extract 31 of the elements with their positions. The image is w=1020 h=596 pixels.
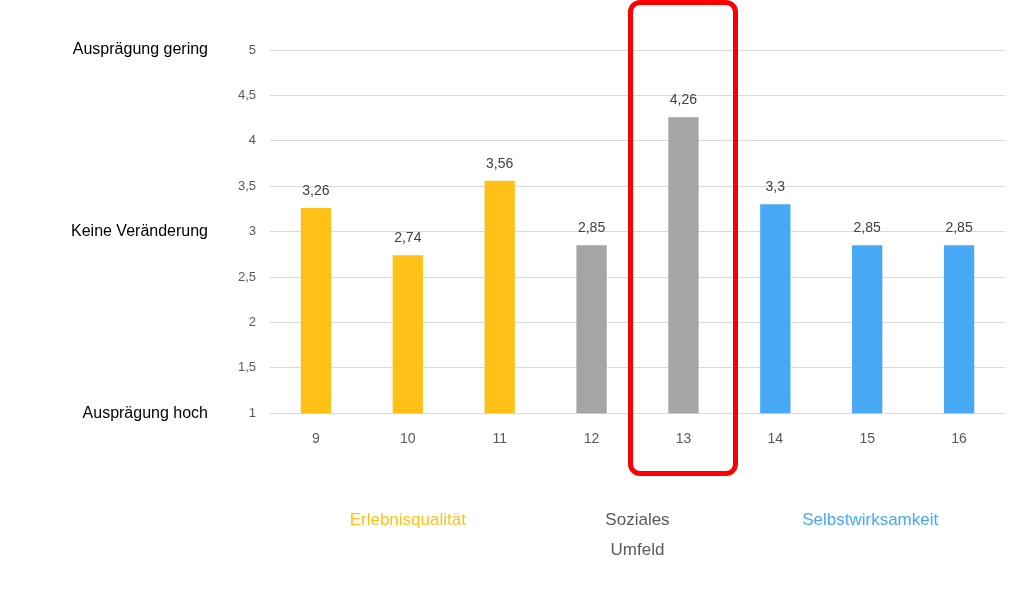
data-label: 3,26 xyxy=(302,181,330,198)
y-tick-label: 4,5 xyxy=(237,86,256,102)
y-tick-label: 2 xyxy=(248,313,256,329)
x-tick-label: 10 xyxy=(400,430,416,447)
data-label: 4,26 xyxy=(669,91,698,108)
text: Ausprägung hoch xyxy=(82,403,208,421)
y-tick-label: 4 xyxy=(248,132,256,148)
y-tick-label: 5 xyxy=(248,41,256,57)
data-label: 3,3 xyxy=(765,178,786,195)
y-tick-label: 3 xyxy=(248,223,256,239)
x-tick-label: 16 xyxy=(951,430,968,447)
data-label: 2,74 xyxy=(394,229,422,246)
y-tick-label: 1,5 xyxy=(237,359,256,375)
data-label: 2,85 xyxy=(577,219,606,236)
x-tick-label: 11 xyxy=(492,430,508,447)
text: Ausprägung gering xyxy=(72,40,208,58)
x-tick-label: 13 xyxy=(675,430,692,447)
y-tick-label: 1 xyxy=(248,404,256,420)
x-tick-label: 9 xyxy=(312,430,321,447)
x-tick-label: 12 xyxy=(583,430,600,447)
x-tick-label: 15 xyxy=(859,430,876,447)
text: Selbstwirksamkeit xyxy=(802,509,939,531)
data-label: 2,85 xyxy=(853,219,882,236)
data-label: 3,56 xyxy=(486,154,514,171)
data-label: 2,85 xyxy=(945,219,973,236)
y-tick-label: 2,5 xyxy=(237,268,256,284)
text: Keine Veränderung xyxy=(71,222,208,240)
x-tick-label: 14 xyxy=(767,430,784,447)
y-tick-label: 3,5 xyxy=(237,177,256,193)
text: Erlebnisqualität xyxy=(348,509,467,531)
text: Soziales Umfeld xyxy=(604,509,671,561)
